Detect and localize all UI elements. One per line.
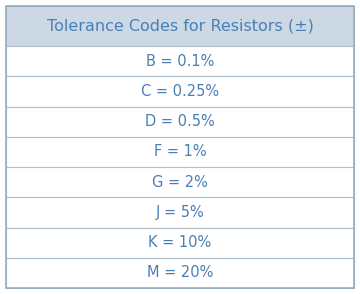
FancyBboxPatch shape <box>6 258 354 288</box>
Text: C = 0.25%: C = 0.25% <box>141 84 219 99</box>
FancyBboxPatch shape <box>6 137 354 167</box>
Text: J = 5%: J = 5% <box>156 205 204 220</box>
FancyBboxPatch shape <box>6 106 354 137</box>
Text: M = 20%: M = 20% <box>147 265 213 280</box>
FancyBboxPatch shape <box>6 46 354 76</box>
Text: K = 10%: K = 10% <box>148 235 212 250</box>
Text: G = 2%: G = 2% <box>152 175 208 190</box>
FancyBboxPatch shape <box>6 197 354 228</box>
FancyBboxPatch shape <box>6 6 354 46</box>
FancyBboxPatch shape <box>6 76 354 106</box>
Text: F = 1%: F = 1% <box>154 144 206 159</box>
FancyBboxPatch shape <box>6 228 354 258</box>
FancyBboxPatch shape <box>6 167 354 197</box>
Text: B = 0.1%: B = 0.1% <box>146 54 214 69</box>
Text: Tolerance Codes for Resistors (±): Tolerance Codes for Resistors (±) <box>46 19 314 34</box>
Text: D = 0.5%: D = 0.5% <box>145 114 215 129</box>
